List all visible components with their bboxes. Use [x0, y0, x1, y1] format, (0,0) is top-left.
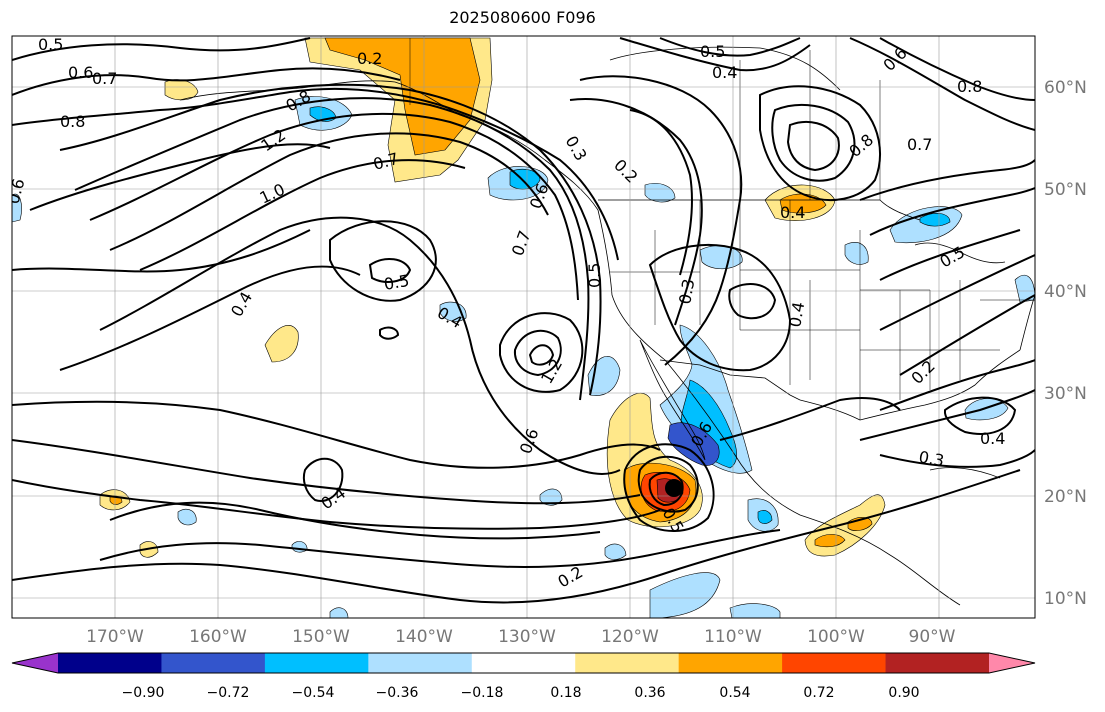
colorbar	[11, 652, 1036, 674]
coast-hudson	[609, 46, 841, 91]
lon-tick: 140°W	[395, 627, 453, 647]
lon-tick-labels: 170°W 160°W 150°W 140°W 130°W 120°W 110°…	[86, 627, 956, 647]
shade-blue-j	[1014, 275, 1035, 303]
colorbar-tick: 0.72	[803, 685, 834, 701]
contour-label: 0.2	[357, 49, 382, 68]
colorbar-segment	[58, 653, 162, 673]
border-us-mexico	[659, 359, 801, 401]
lat-tick: 60°N	[1044, 78, 1087, 98]
lat-tick-labels: 60°N 50°N 40°N 30°N 20°N 10°N	[1044, 78, 1087, 609]
colorbar-tick: −0.90	[122, 685, 165, 701]
lon-tick: 120°W	[601, 627, 659, 647]
shaded-fields	[12, 37, 1035, 618]
lat-tick: 30°N	[1044, 384, 1087, 404]
map-title: 2025080600 F096	[449, 8, 596, 27]
plot-frame	[11, 35, 1036, 619]
shade-blue-t	[177, 508, 197, 526]
colorbar-tick: −0.54	[292, 685, 335, 701]
contour-label: 0.5	[382, 271, 410, 294]
coast-eastcoast	[1019, 294, 1035, 351]
lon-tick: 100°W	[807, 627, 865, 647]
contour-lines	[12, 37, 1035, 604]
shade-alaska-orange	[324, 37, 481, 156]
colorbar-segment	[264, 653, 369, 673]
colorbar-segment	[678, 653, 783, 673]
colorbar-tick: −0.36	[376, 685, 419, 701]
contour-label: 0.5	[38, 35, 63, 54]
shade-blue-h	[844, 242, 869, 265]
colorbar-segment	[471, 653, 576, 673]
map-plot-area: 0.5 0.6 0.7 0.8 0.2 0.6 0.5 0.4 0.8 0.6 …	[12, 35, 1035, 618]
shade-blue-n	[757, 510, 773, 524]
contour-label: 0.7	[907, 135, 932, 154]
contour-label: 0.3	[917, 447, 945, 470]
shade-blue-w	[12, 193, 22, 223]
colorbar-tick: 0.36	[634, 685, 665, 701]
contour-label: 0.4	[780, 203, 805, 222]
shade-blue-v	[329, 607, 349, 618]
colorbar-tick: 0.18	[550, 685, 581, 701]
colorbar-tick: 0.54	[719, 685, 750, 701]
contour-label: 0.7	[92, 69, 117, 88]
lon-tick: 130°W	[498, 627, 556, 647]
lon-tick: 110°W	[704, 627, 762, 647]
storm-center-marker	[665, 479, 683, 497]
lon-tick: 150°W	[292, 627, 350, 647]
colorbar-extend-high	[989, 653, 1035, 673]
contour-label: 0.6	[68, 63, 93, 82]
coast-baja	[639, 339, 706, 461]
contour-label: 0.5	[585, 263, 604, 288]
contour-label: 0.4	[980, 429, 1005, 448]
lat-tick: 10°N	[1044, 589, 1087, 609]
shade-blue-e	[644, 183, 676, 203]
contour-label: 0.4	[785, 300, 808, 328]
coast-cuba	[929, 467, 1001, 479]
colorbar-extend-low	[12, 653, 58, 673]
colorbar-tick-labels: −0.90 −0.72 −0.54 −0.36 −0.18 0.18 0.36 …	[122, 685, 920, 701]
shade-blue-g	[919, 213, 951, 227]
contour-label: 0.8	[60, 112, 85, 131]
contour-label: 0.8	[957, 77, 982, 96]
contour-label: 0.5	[700, 42, 725, 61]
colorbar-segment	[575, 653, 680, 673]
coast-westcoast	[597, 209, 961, 606]
colorbar-segment	[368, 653, 473, 673]
contour-label: 0.4	[712, 63, 737, 82]
colorbar-segment	[885, 653, 990, 673]
lon-tick: 90°W	[909, 627, 956, 647]
shade-blue-r	[604, 543, 627, 560]
coast-greatlakes	[914, 242, 1006, 264]
contour-label: 0.3	[675, 277, 698, 305]
lat-tick: 40°N	[1044, 282, 1087, 302]
lat-tick: 50°N	[1044, 180, 1087, 200]
shade-baja-dark	[667, 422, 720, 466]
lon-tick: 170°W	[86, 627, 144, 647]
lon-tick: 160°W	[189, 627, 247, 647]
shade-orange-ca	[814, 534, 846, 548]
shade-blue-o	[649, 572, 721, 618]
lat-tick: 20°N	[1044, 487, 1087, 507]
colorbar-tick: 0.90	[888, 685, 919, 701]
colorbar-tick: −0.72	[207, 685, 250, 701]
colorbar-outline	[11, 652, 1036, 674]
colorbar-segment	[161, 653, 266, 673]
state-borders	[409, 38, 1035, 420]
shade-blue-p	[729, 603, 781, 618]
colorbar-tick: −0.18	[461, 685, 504, 701]
border-us-canada	[598, 199, 921, 221]
graticule	[12, 36, 1035, 618]
colorbar-segment	[782, 653, 887, 673]
shade-yellow-mid	[264, 325, 299, 363]
